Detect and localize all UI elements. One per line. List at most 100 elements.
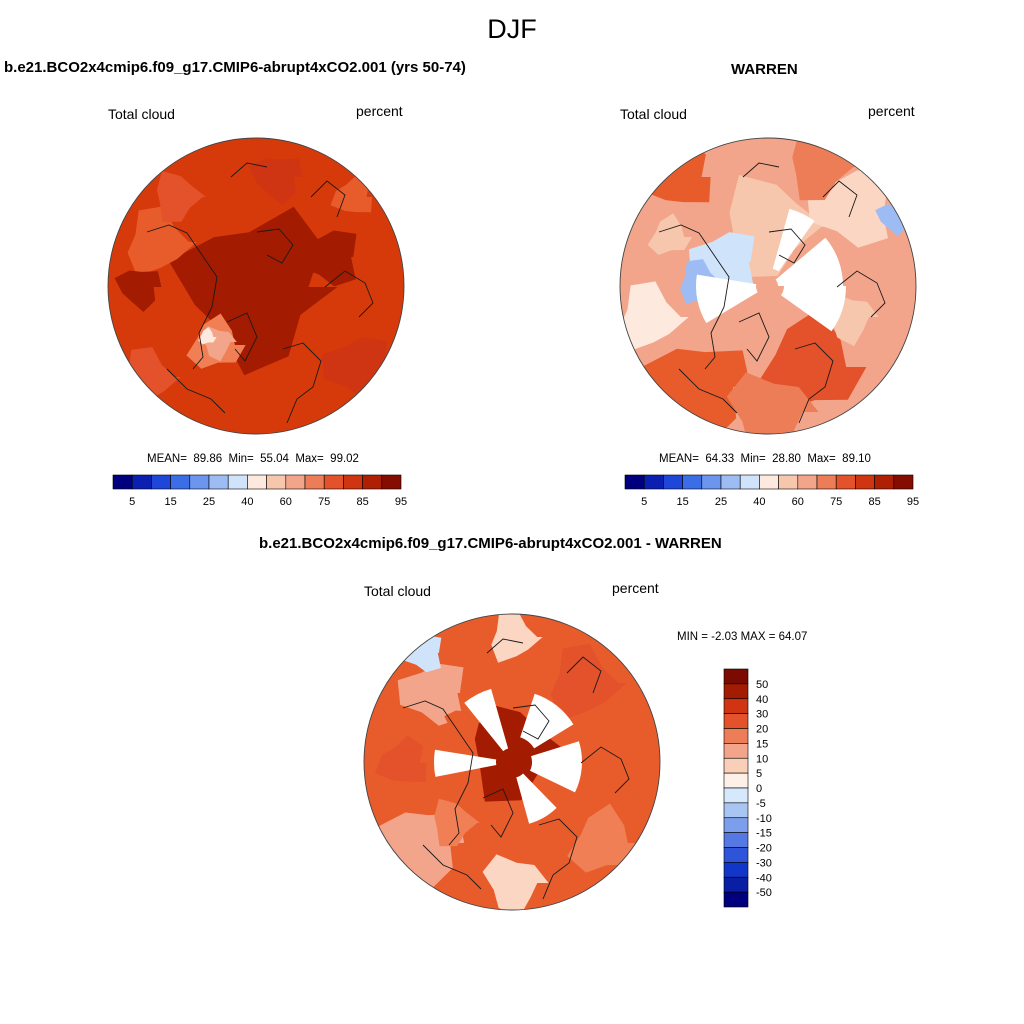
diff-missing-data [464, 688, 509, 752]
diff-colorbar-tick-label: 0 [756, 783, 762, 795]
obs-colorbar-box [816, 474, 837, 490]
model-colorbar-box [247, 474, 267, 490]
model-cloud-region [168, 206, 338, 376]
model-colorbar-box [151, 474, 171, 490]
diff-colorbar-box [723, 847, 749, 863]
obs-colorbar-box [835, 474, 856, 490]
obs-colorbar-box [797, 474, 818, 490]
diff-colorbar-box [723, 817, 749, 833]
model-coastline [256, 228, 294, 264]
diff-colorbar-box [723, 876, 749, 893]
model-cloud-region [127, 206, 197, 277]
obs-missing-data [772, 208, 815, 272]
diff-colorbar-tick-label: -15 [756, 828, 772, 840]
model-colorbar-box [343, 474, 363, 490]
diff-missing-data [520, 693, 574, 749]
diff-colorbar-box [723, 683, 749, 700]
model-stats: MEAN= 89.86 Min= 55.04 Max= 99.02 [147, 453, 359, 465]
obs-coastline [794, 342, 834, 424]
obs-colorbar-box [855, 474, 875, 490]
obs-colorbar: 5 15 25 40 60 75 85 95 [624, 474, 919, 508]
model-cloud-region [198, 327, 217, 345]
diff-cloud-region [444, 710, 480, 743]
model-colorbar-tick-label: 75 [318, 496, 330, 508]
diff-cloud-region [397, 663, 464, 726]
obs-missing-data [775, 237, 843, 286]
diff-colorbar-box [723, 891, 749, 908]
diff-map-boundary [363, 613, 661, 911]
diff-colorbar-tick-label: 10 [756, 753, 768, 765]
diff-colorbar-tick-label: -50 [756, 887, 772, 899]
diff-missing-data [530, 741, 582, 793]
obs-colorbar-box [682, 474, 703, 490]
diff-cloud-region [567, 803, 642, 873]
obs-colorbar-box [893, 474, 914, 490]
model-cloud-region [248, 158, 303, 206]
model-colorbar-box [189, 474, 210, 490]
obs-colorbar-tick-label: 40 [753, 496, 765, 508]
diff-colorbar-tick-label: 40 [756, 694, 768, 706]
model-variable-label: Total cloud [108, 106, 175, 122]
diff-colorbar-tick-label: 15 [756, 738, 768, 750]
diff-colorbar-box [723, 698, 749, 714]
obs-cloud-region [642, 348, 751, 434]
obs-colorbar-box [624, 474, 645, 490]
obs-colorbar-tick-label: 15 [676, 496, 688, 508]
model-colorbar-box [304, 474, 325, 490]
model-colorbar-box [170, 474, 191, 490]
model-min-label: Min= [228, 453, 254, 465]
obs-cloud-region [792, 138, 858, 201]
obs-variable-label: Total cloud [620, 106, 687, 122]
obs-cloud-region [647, 213, 693, 255]
model-colorbar: 5 15 25 40 60 75 85 95 [112, 474, 407, 508]
model-colorbar-tick-label: 95 [395, 496, 407, 508]
obs-cloud-region [641, 140, 711, 203]
model-colorbar-box [131, 474, 152, 490]
obs-colorbar-box [663, 474, 683, 490]
obs-colorbar-tick-label: 95 [907, 496, 919, 508]
model-coastline [282, 342, 322, 424]
diff-colorbar-box [723, 713, 749, 729]
model-units-label: percent [356, 103, 403, 119]
diff-colorbar-tick-label: -30 [756, 857, 772, 869]
figure-title: DJF [487, 14, 537, 44]
obs-coastline [678, 368, 738, 414]
diff-colorbar-tick-label: -20 [756, 843, 772, 855]
model-coastline [324, 270, 374, 318]
obs-colorbar-tick-label: 60 [792, 496, 804, 508]
model-coastline [226, 312, 258, 362]
diff-cloud-region [491, 614, 543, 663]
diff-missing-data [516, 773, 557, 824]
obs-colorbar-box [874, 474, 895, 490]
diff-colorbar-box [723, 743, 749, 759]
model-max-label: Max= [295, 453, 324, 465]
obs-min-value: 28.80 [772, 453, 801, 465]
diff-coastline [402, 700, 474, 846]
diff-coastline [580, 746, 630, 794]
diff-colorbar-box [723, 772, 749, 789]
model-colorbar-tick-label: 60 [280, 496, 292, 508]
model-colorbar-tick-label: 85 [356, 496, 368, 508]
model-colorbar-tick-label: 15 [164, 496, 176, 508]
model-colorbar-box [266, 474, 287, 490]
obs-mean-value: 64.33 [705, 453, 735, 465]
model-min-value: 55.04 [260, 453, 289, 465]
diff-panel-title: b.e21.BCO2x4cmip6.f09_g17.CMIP6-abrupt4x… [259, 535, 722, 552]
obs-missing-data [781, 286, 846, 332]
diff-colorbar-box [723, 802, 749, 819]
model-mean-value: 89.86 [193, 453, 223, 465]
obs-coastline [768, 228, 806, 264]
model-cloud-region [156, 171, 206, 222]
obs-cloud-region [729, 175, 827, 278]
model-cloud-region [297, 230, 357, 287]
diff-colorbar-tick-label: 30 [756, 709, 768, 721]
model-colorbar-box [208, 474, 229, 490]
model-colorbar-box [285, 474, 306, 490]
obs-units-label: percent [868, 103, 915, 119]
obs-cloud-region [726, 372, 819, 434]
diff-cloud-region [550, 643, 627, 721]
diff-coastline [482, 788, 514, 838]
obs-colorbar-box [720, 474, 741, 490]
obs-stats: MEAN= 64.33 Min= 28.80 Max= 89.10 [659, 453, 871, 465]
